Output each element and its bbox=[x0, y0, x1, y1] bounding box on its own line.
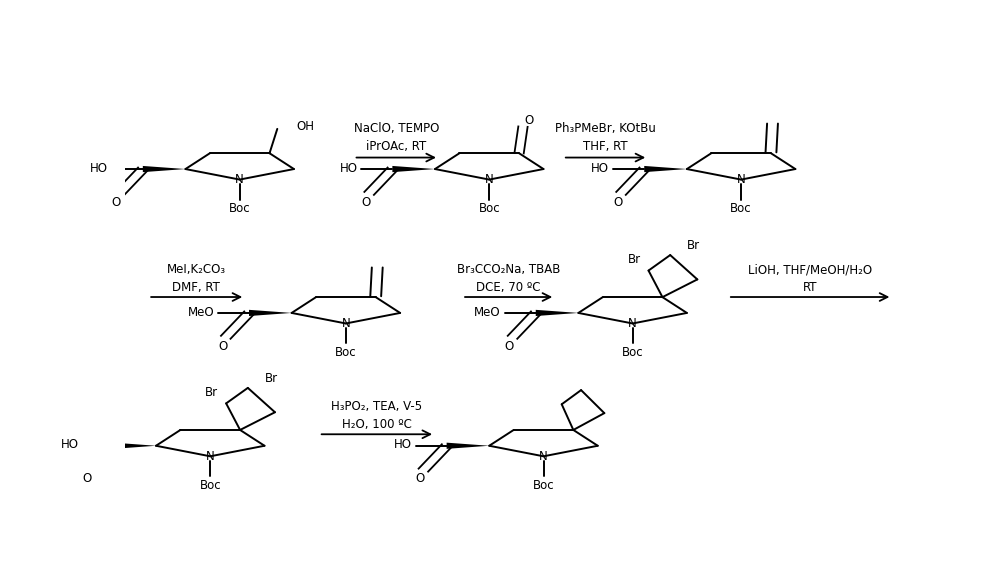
Text: Boc: Boc bbox=[622, 346, 643, 359]
Text: DCE, 70 ºC: DCE, 70 ºC bbox=[476, 281, 541, 294]
Text: Boc: Boc bbox=[533, 478, 554, 492]
Text: THF, RT: THF, RT bbox=[583, 140, 628, 153]
Text: N: N bbox=[628, 317, 637, 330]
Text: N: N bbox=[206, 450, 215, 463]
Text: iPrOAc, RT: iPrOAc, RT bbox=[366, 140, 426, 153]
Polygon shape bbox=[113, 443, 156, 449]
Text: Br: Br bbox=[628, 253, 641, 266]
Text: N: N bbox=[235, 173, 244, 186]
Text: N: N bbox=[539, 450, 548, 463]
Text: Boc: Boc bbox=[335, 346, 357, 359]
Text: O: O bbox=[112, 196, 121, 209]
Text: MeO: MeO bbox=[474, 305, 501, 319]
Text: HO: HO bbox=[591, 162, 609, 175]
Text: O: O bbox=[505, 340, 514, 352]
Text: OH: OH bbox=[297, 120, 315, 133]
Text: RT: RT bbox=[803, 281, 817, 294]
Text: O: O bbox=[416, 473, 425, 485]
Text: NaClO, TEMPO: NaClO, TEMPO bbox=[354, 122, 439, 135]
Text: N: N bbox=[737, 173, 746, 186]
Text: Br₃CCO₂Na, TBAB: Br₃CCO₂Na, TBAB bbox=[457, 263, 560, 276]
Text: N: N bbox=[485, 173, 494, 186]
Text: MeI,K₂CO₃: MeI,K₂CO₃ bbox=[167, 263, 226, 276]
Polygon shape bbox=[249, 310, 292, 316]
Text: HO: HO bbox=[90, 162, 108, 175]
Text: MeO: MeO bbox=[187, 305, 214, 319]
Polygon shape bbox=[536, 310, 578, 316]
Text: Boc: Boc bbox=[199, 478, 221, 492]
Text: HO: HO bbox=[394, 438, 412, 451]
Text: Ph₃PMeBr, KOtBu: Ph₃PMeBr, KOtBu bbox=[555, 122, 656, 135]
Text: Br: Br bbox=[687, 239, 700, 252]
Text: H₂O, 100 ºC: H₂O, 100 ºC bbox=[342, 417, 412, 431]
Text: O: O bbox=[613, 196, 623, 209]
Text: O: O bbox=[82, 473, 92, 485]
Text: O: O bbox=[218, 340, 227, 352]
Text: O: O bbox=[361, 196, 371, 209]
Polygon shape bbox=[392, 166, 435, 172]
Polygon shape bbox=[143, 166, 185, 172]
Text: Br: Br bbox=[205, 386, 218, 399]
Polygon shape bbox=[447, 443, 489, 449]
Text: Boc: Boc bbox=[229, 202, 251, 215]
Text: Boc: Boc bbox=[730, 202, 752, 215]
Text: N: N bbox=[342, 317, 350, 330]
Text: Br: Br bbox=[265, 371, 278, 385]
Text: O: O bbox=[525, 113, 534, 126]
Text: HO: HO bbox=[60, 438, 78, 451]
Text: LiOH, THF/MeOH/H₂O: LiOH, THF/MeOH/H₂O bbox=[748, 263, 872, 276]
Text: HO: HO bbox=[340, 162, 358, 175]
Text: H₃PO₂, TEA, V-5: H₃PO₂, TEA, V-5 bbox=[331, 400, 422, 413]
Polygon shape bbox=[644, 166, 687, 172]
Text: Boc: Boc bbox=[478, 202, 500, 215]
Text: DMF, RT: DMF, RT bbox=[172, 281, 220, 294]
